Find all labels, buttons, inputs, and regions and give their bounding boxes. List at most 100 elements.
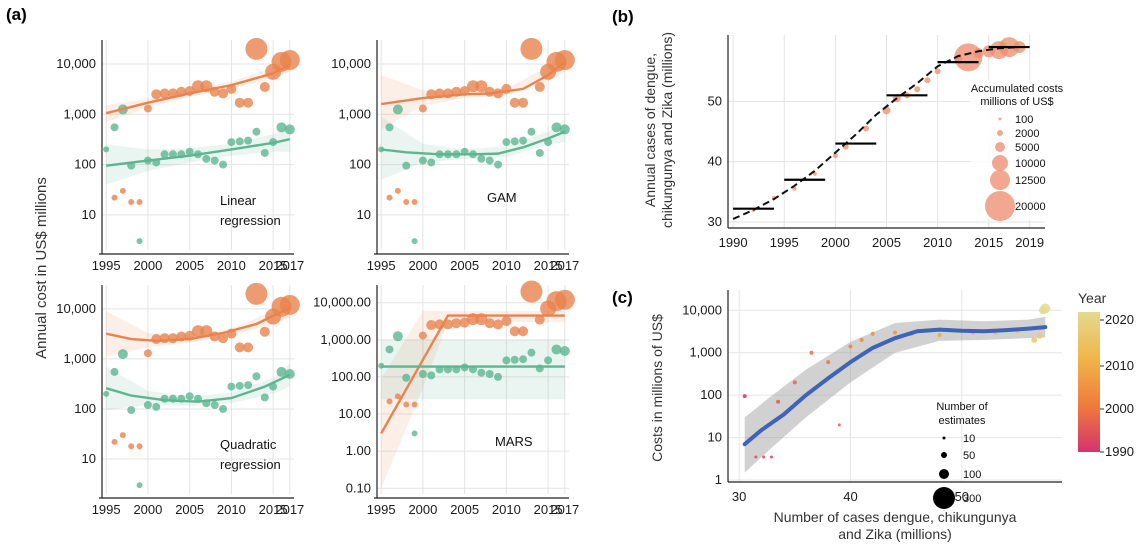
- data-point-series-1: [559, 345, 570, 356]
- trend-curve: [732, 46, 1020, 220]
- data-point-series-1: [502, 138, 511, 147]
- x-tick-label: 1995: [770, 235, 799, 250]
- x-tick-label: 30: [732, 489, 746, 504]
- data-point-series-1: [385, 345, 394, 354]
- legend-symbol: [998, 117, 1002, 121]
- data-point-series-0: [386, 194, 393, 201]
- data-point-series-1: [385, 123, 394, 132]
- color-legend-label: 1990: [1105, 444, 1134, 459]
- data-point-series-1: [402, 161, 411, 170]
- legend-label: 20000: [1015, 201, 1046, 213]
- x-tick-label: 40: [843, 489, 857, 504]
- data-point-series-1: [252, 372, 261, 381]
- data-point-series-0: [192, 80, 204, 93]
- data-point-series-0: [218, 333, 229, 344]
- x-tick-label: 2005: [450, 258, 479, 273]
- data-point: [870, 331, 875, 336]
- data-point-series-1: [260, 148, 269, 157]
- panel-label-c: (c): [612, 288, 633, 307]
- x-tick-label: 50: [955, 489, 969, 504]
- data-point-series-0: [119, 432, 126, 439]
- x-tick-label: 1995: [92, 258, 121, 273]
- data-point: [809, 350, 814, 355]
- data-point: [754, 455, 758, 459]
- panel-annotation: regression: [220, 213, 281, 228]
- panel-label-b: (b): [612, 7, 634, 26]
- data-point: [769, 455, 773, 459]
- data-point-series-0: [475, 80, 488, 93]
- data-point-series-0: [159, 88, 170, 99]
- x-tick-label: 2015: [974, 235, 1003, 250]
- x-tick-label: 1990: [719, 235, 748, 250]
- y-tick-label: 1,000: [63, 106, 96, 121]
- data-point: [1036, 332, 1043, 339]
- data-point: [973, 48, 984, 59]
- data-point-series-0: [418, 104, 427, 113]
- data-point: [924, 77, 931, 84]
- data-point-series-1: [392, 331, 403, 342]
- legend-title: millions of US$: [980, 96, 1053, 108]
- data-point-series-0: [111, 438, 118, 445]
- data-point-series-1: [227, 382, 236, 391]
- data-point-series-0: [279, 50, 300, 71]
- legend-symbol: [997, 130, 1003, 136]
- legend-symbol: [990, 170, 1010, 190]
- data-point-series-1: [535, 148, 544, 157]
- data-point-series-0: [243, 97, 254, 108]
- x-tick-label: 2015: [534, 502, 563, 517]
- data-point-series-1: [210, 401, 219, 410]
- y-tick-label: 10: [357, 207, 371, 222]
- data-point: [776, 399, 781, 404]
- color-legend-bar: [1078, 312, 1100, 452]
- data-point-series-0: [218, 88, 229, 99]
- data-point-series-1: [160, 150, 169, 159]
- x-tick-label: 2017: [275, 502, 304, 517]
- data-point-series-0: [386, 398, 393, 405]
- legend-symbol: [995, 142, 1005, 152]
- data-point-series-0: [245, 37, 268, 60]
- y-tick-label: 40: [708, 154, 722, 169]
- data-point: [848, 344, 853, 349]
- data-point-series-1: [136, 482, 143, 489]
- data-point-series-1: [510, 355, 519, 364]
- data-point: [742, 394, 747, 399]
- data-point-series-0: [534, 81, 545, 92]
- data-point-series-0: [554, 289, 575, 310]
- data-point-series-1: [276, 122, 287, 133]
- x-axis-label-c: Number of cases dengue, chikungunya: [774, 509, 1017, 525]
- data-point-series-0: [111, 194, 118, 201]
- data-point-series-0: [119, 187, 126, 194]
- y-tick-label: 10: [82, 207, 96, 222]
- fit-line-series-1: [381, 130, 566, 156]
- data-point-series-0: [143, 104, 152, 113]
- data-point-series-1: [527, 127, 536, 136]
- data-point-series-1: [260, 393, 269, 402]
- color-legend-label: 2020: [1105, 312, 1134, 327]
- panel-annotation: regression: [220, 457, 281, 472]
- color-legend-label: 2010: [1105, 358, 1134, 373]
- legend-label: 10000: [1015, 158, 1046, 170]
- x-tick-label: 2010: [923, 235, 952, 250]
- fit-line-series-1: [105, 373, 291, 403]
- data-point-series-0: [128, 199, 135, 206]
- data-point-series-1: [117, 349, 128, 360]
- panel-b-group: (b) 1990 1995 2000 2005 2010 2015 2019 30 40 50 Ann…: [612, 7, 1068, 250]
- legend-label: 12500: [1015, 175, 1046, 187]
- panel-annotation: Quadratic: [220, 437, 277, 452]
- fit-line-series-0: [380, 314, 565, 435]
- data-point-series-0: [234, 97, 245, 108]
- x-tick-label: 2000: [133, 258, 162, 273]
- x-tick-label: 2000: [408, 258, 437, 273]
- y-tick-label: 10: [708, 430, 722, 445]
- y-tick-label: 1.00: [346, 443, 371, 458]
- data-point-series-1: [551, 122, 562, 133]
- x-tick-label: 2005: [872, 235, 901, 250]
- x-axis-label-c: and Zika (millions): [838, 526, 952, 542]
- y-tick-label: 1: [715, 472, 722, 487]
- legend-label: 100: [1015, 114, 1033, 126]
- data-point-series-0: [136, 199, 143, 206]
- y-tick-label: 100: [74, 157, 96, 172]
- size-legend-label: 100: [963, 469, 981, 481]
- data-point-series-1: [392, 104, 403, 115]
